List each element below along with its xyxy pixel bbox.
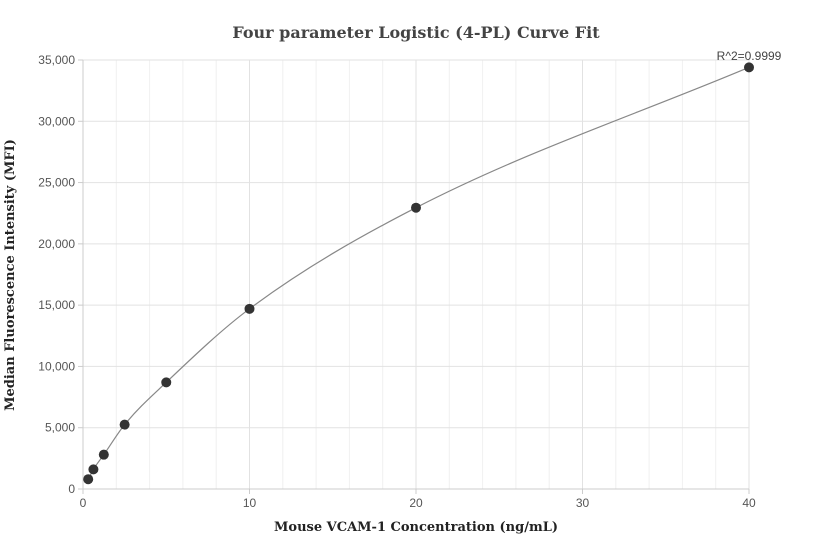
x-axis-label: Mouse VCAM-1 Concentration (ng/mL): [274, 520, 558, 535]
data-point: [88, 464, 99, 475]
x-tick-label: 10: [243, 496, 257, 510]
fit-curve-group: [87, 66, 750, 480]
x-tick-label: 0: [80, 496, 87, 510]
axes: [78, 59, 750, 494]
fit-curve-line: [87, 66, 750, 480]
r-squared-annotation: R^2=0.9999: [717, 49, 782, 63]
y-tick-label: 20,000: [38, 237, 75, 251]
y-tick-label: 10,000: [38, 359, 75, 373]
x-tick-label: 30: [576, 496, 590, 510]
y-tick-label: 25,000: [38, 176, 75, 190]
data-point: [83, 474, 94, 485]
data-point: [98, 449, 109, 460]
x-tick-label: 20: [409, 496, 423, 510]
y-tick-label: 30,000: [38, 114, 75, 128]
data-point: [119, 419, 130, 430]
tick-labels: 0 10 20 30 40 0 5,000 10,000 15,000 20,000 25,000 3…: [38, 53, 756, 510]
data-point: [411, 202, 421, 213]
x-tick-label: 40: [742, 496, 756, 510]
y-axis-label: Median Fluorescence Intensity (MFI): [3, 139, 18, 411]
data-point: [161, 377, 172, 388]
gridlines: [82, 59, 750, 490]
y-tick-label: 15,000: [38, 298, 75, 312]
y-tick-label: 5,000: [45, 421, 75, 435]
data-point: [244, 303, 255, 314]
data-points: [83, 62, 754, 485]
y-tick-label: 35,000: [38, 53, 75, 67]
data-point: [744, 62, 754, 73]
chart-title: Four parameter Logistic (4-PL) Curve Fit: [232, 23, 600, 42]
y-tick-label: 0: [68, 482, 75, 496]
